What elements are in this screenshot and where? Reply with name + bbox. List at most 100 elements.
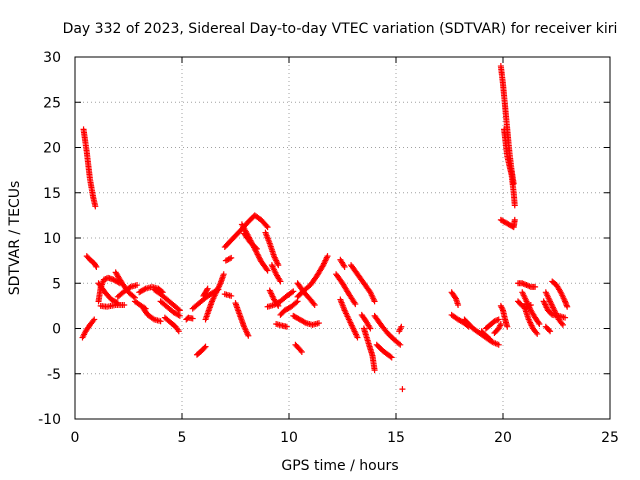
data-point <box>204 285 211 292</box>
x-tick-label: 15 <box>387 430 405 446</box>
x-tick-label: 10 <box>280 430 298 446</box>
grid-lines <box>75 57 610 419</box>
data-track <box>294 280 318 308</box>
data-point <box>387 353 394 360</box>
data-point <box>92 262 99 269</box>
data-point <box>371 298 378 305</box>
data-point <box>559 321 566 328</box>
data-track <box>290 312 322 328</box>
data-point <box>535 319 542 326</box>
data-track <box>157 298 183 319</box>
y-tick-labels: -10 -5 0 5 10 15 20 25 30 <box>38 50 61 428</box>
data-track <box>348 262 378 305</box>
data-track <box>273 320 290 330</box>
data-point <box>226 255 233 262</box>
data-point <box>253 245 260 252</box>
data-track <box>262 229 282 269</box>
data-track <box>221 291 235 299</box>
data-track <box>549 278 571 310</box>
data-point <box>175 306 182 313</box>
data-point <box>224 256 231 263</box>
data-point <box>176 312 183 319</box>
data-point <box>176 307 183 314</box>
x-tick-labels: 0 5 10 15 20 25 <box>71 430 619 446</box>
data-point <box>536 320 543 327</box>
data-track <box>80 126 99 210</box>
data-point <box>126 284 133 291</box>
data-point <box>558 320 565 327</box>
data-point <box>452 294 459 301</box>
x-tick-label: 20 <box>494 430 512 446</box>
data-point <box>533 329 540 336</box>
x-tick-label: 0 <box>71 430 80 446</box>
data-track <box>112 269 138 301</box>
data-point <box>134 282 141 289</box>
data-point <box>298 349 305 356</box>
data-point <box>301 319 308 326</box>
data-track <box>202 271 227 323</box>
data-point <box>534 330 541 337</box>
data-track <box>448 289 462 308</box>
data-point <box>264 224 271 231</box>
data-track <box>268 262 284 285</box>
data-point <box>495 316 502 323</box>
data-track <box>521 303 541 337</box>
data-track <box>373 341 395 361</box>
data-point <box>397 341 404 348</box>
data-track <box>79 316 98 341</box>
data-track <box>294 253 331 300</box>
data-point <box>175 328 182 335</box>
data-track <box>183 314 196 323</box>
data-point <box>175 312 182 319</box>
data-point <box>504 323 511 330</box>
y-axis-label: SDTVAR / TECUs <box>7 181 23 296</box>
data-point <box>354 334 361 341</box>
data-track <box>491 320 504 337</box>
data-point <box>455 301 462 308</box>
data-point <box>297 347 304 354</box>
data-track <box>83 253 100 270</box>
data-track <box>151 286 183 314</box>
data-track <box>241 230 260 252</box>
y-tick-label: 15 <box>43 186 61 202</box>
data-point <box>189 315 196 322</box>
data-point <box>315 320 322 327</box>
data-point <box>225 256 232 263</box>
x-tick-label: 25 <box>601 430 619 446</box>
data-point <box>228 292 235 299</box>
data-track <box>497 302 511 330</box>
data-point <box>341 263 348 270</box>
data-track <box>136 283 166 296</box>
data-point <box>228 254 235 261</box>
data-point <box>283 323 290 330</box>
data-point <box>546 327 553 334</box>
data-point <box>310 300 317 307</box>
data-track <box>519 289 543 327</box>
data-track <box>161 314 182 335</box>
data-point <box>486 335 493 342</box>
data-point <box>352 301 359 308</box>
data-point <box>263 266 270 273</box>
data-point <box>277 278 284 285</box>
data-point <box>371 367 378 374</box>
data-track <box>232 300 252 339</box>
x-tick-label: 5 <box>178 430 187 446</box>
axis-ticks <box>74 56 611 420</box>
y-tick-label: 30 <box>43 50 61 66</box>
data-track <box>478 328 494 343</box>
data-point <box>367 325 374 332</box>
data-point <box>263 222 270 229</box>
data-track <box>501 126 518 209</box>
data-point <box>290 288 297 295</box>
data-point <box>399 386 406 393</box>
data-track <box>337 296 361 341</box>
data-track <box>292 341 305 356</box>
data-point <box>121 301 128 308</box>
data-point <box>157 318 164 325</box>
data-point <box>398 323 405 330</box>
data-track <box>337 256 348 270</box>
data-point <box>202 343 209 350</box>
data-track <box>542 323 554 335</box>
data-point <box>288 289 295 296</box>
